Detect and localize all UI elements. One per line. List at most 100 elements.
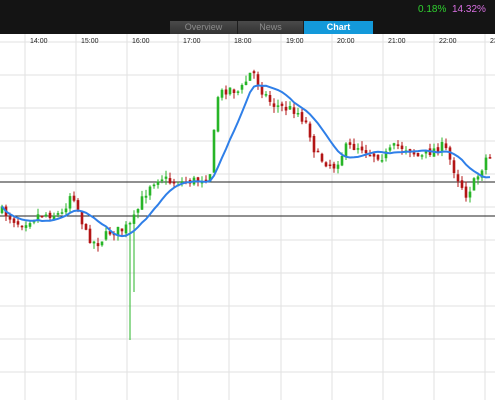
candle-body (48, 212, 52, 219)
candle-body (484, 157, 488, 170)
candle-body (240, 85, 244, 90)
candle-body (36, 214, 40, 220)
candles (0, 69, 492, 340)
candle-body (376, 154, 380, 160)
candle-body (136, 209, 140, 213)
candle-body (68, 196, 72, 209)
candle-body (332, 163, 336, 169)
candle-body (264, 94, 268, 96)
candle-body (56, 213, 60, 215)
candle-body (360, 146, 364, 151)
candle-body (292, 107, 296, 114)
candle-body (180, 181, 184, 184)
candle-body (248, 72, 252, 81)
candle-body (340, 156, 344, 166)
candle-body (460, 180, 464, 188)
candle-body (272, 103, 276, 107)
candle-body (384, 151, 388, 159)
candle-body (368, 154, 372, 157)
candle-body (328, 164, 332, 166)
x-tick-label: 18:00 (234, 38, 252, 45)
candle-body (152, 184, 156, 187)
candle-body (424, 150, 428, 154)
candle-body (380, 160, 384, 162)
candle-body (480, 170, 484, 178)
candle-body (436, 147, 440, 153)
x-tick-label: 20:00 (337, 38, 355, 45)
moving-average-line (1, 84, 491, 238)
candle-body (372, 153, 376, 157)
tab-overview[interactable]: Overview (170, 21, 238, 34)
candle-body (448, 147, 452, 160)
candle-body (252, 71, 256, 74)
tab-chart[interactable]: Chart (304, 21, 373, 34)
x-tick-label: 17:00 (183, 38, 201, 45)
candle-body (92, 241, 96, 244)
candle-body (244, 81, 248, 85)
candle-body (352, 143, 356, 150)
candle-body (60, 212, 64, 214)
candle-body (412, 152, 416, 155)
candle-body (204, 179, 208, 182)
candle-body (156, 181, 160, 185)
candle-body (216, 97, 220, 132)
candle-body (104, 231, 108, 240)
x-tick-label: 15:00 (81, 38, 99, 45)
candle-body (168, 178, 172, 184)
candle-body (140, 196, 144, 210)
candle-body (40, 215, 44, 218)
candle-body (228, 87, 232, 95)
candle-body (160, 179, 164, 181)
candle-body (116, 226, 120, 236)
candle-body (196, 177, 200, 182)
candle-body (16, 221, 20, 225)
candle-body (260, 86, 264, 95)
candle-body (348, 142, 352, 145)
candle-body (20, 225, 24, 228)
candlestick-chart[interactable]: 14:00 15:00 16:00 17:00 18:00 19:00 20:00 21:00… (0, 34, 495, 400)
candle-body (416, 153, 420, 157)
candle-body (284, 106, 288, 111)
x-tick-label: 21:00 (388, 38, 406, 45)
candle-body (144, 195, 148, 198)
candle-body (356, 148, 360, 150)
candle-body (24, 225, 28, 228)
candle-body (256, 74, 260, 85)
candle-body (52, 215, 56, 220)
candle-body (80, 211, 84, 225)
candle-body (280, 103, 284, 106)
candle-body (124, 224, 128, 234)
candle-body (44, 214, 48, 217)
candle-body (464, 186, 468, 198)
candle-body (452, 160, 456, 173)
candle-body (476, 176, 480, 180)
tab-news[interactable]: News (238, 21, 304, 34)
chart-grid (0, 34, 495, 400)
candle-body (88, 228, 92, 243)
candle-body (224, 89, 228, 95)
candle-body (120, 228, 124, 232)
candle-body (276, 105, 280, 107)
candle-body (108, 231, 112, 235)
candle-body (208, 174, 212, 182)
candle-body (232, 89, 236, 93)
candle-body (64, 208, 68, 213)
candle-body (396, 144, 400, 146)
change-percent-1: 0.18% (418, 4, 447, 15)
candle-body (392, 143, 396, 146)
candle-body (468, 191, 472, 198)
candle-body (296, 113, 300, 115)
candle-body (444, 143, 448, 149)
candle-body (304, 120, 308, 123)
candle-body (220, 89, 224, 98)
candle-body (236, 91, 240, 93)
candle-body (12, 218, 16, 223)
candle-body (472, 178, 476, 191)
candle-body (344, 143, 348, 157)
candle-body (76, 200, 80, 210)
x-tick-label: 16:00 (132, 38, 150, 45)
candle-body (132, 214, 136, 224)
x-axis-ticks: 14:00 15:00 16:00 17:00 18:00 19:00 20:00 21:00… (30, 38, 495, 45)
tab-bar: Overview News Chart (170, 21, 373, 34)
candle-body (420, 155, 424, 157)
